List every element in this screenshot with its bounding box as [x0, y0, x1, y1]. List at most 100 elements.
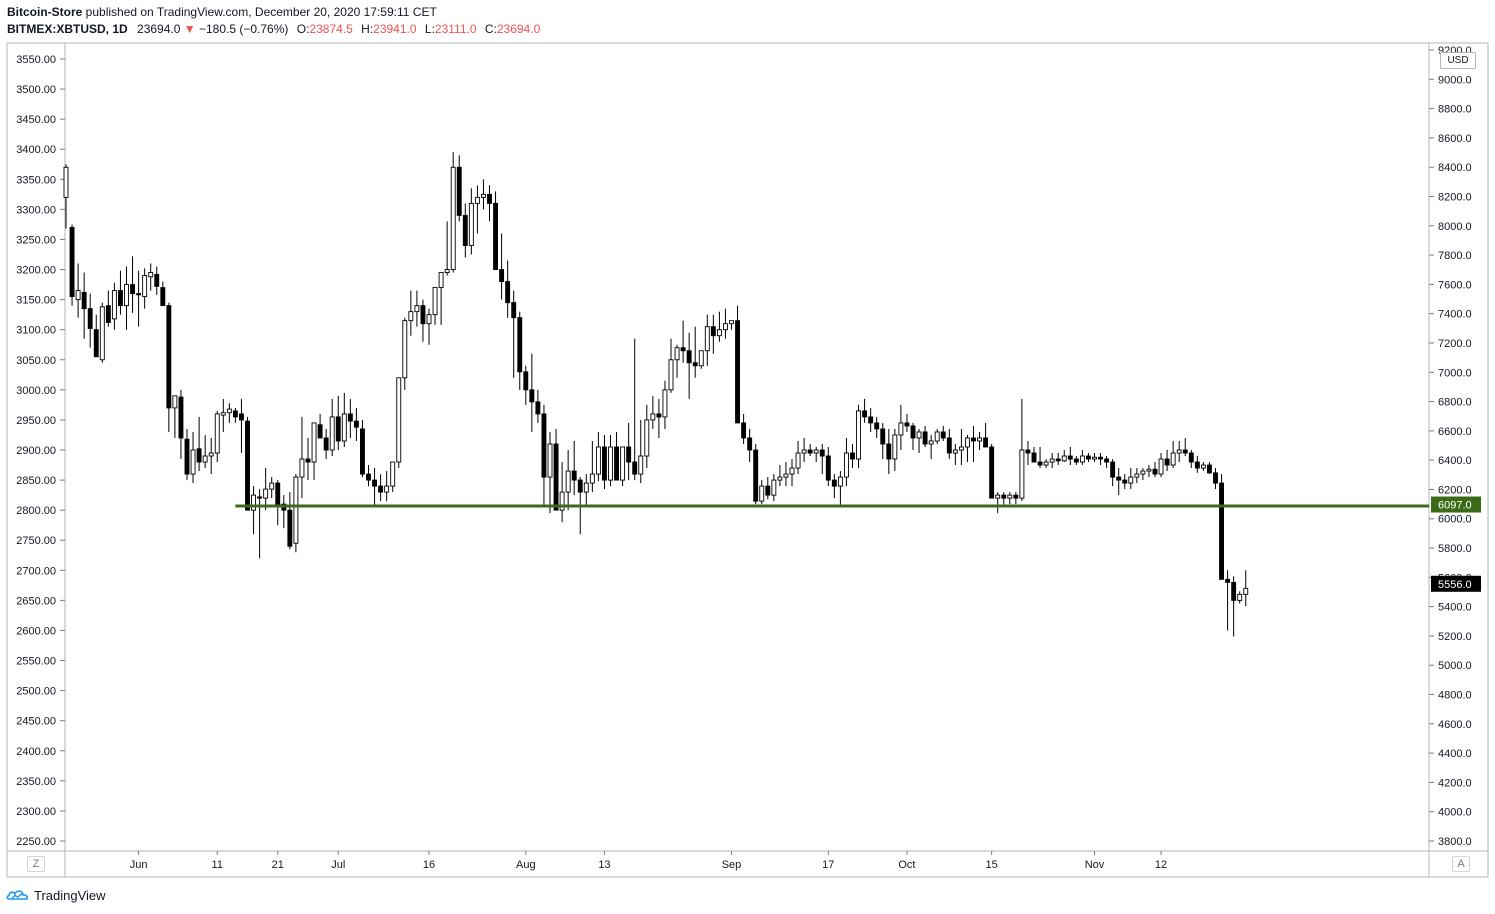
candle-down — [626, 446, 632, 463]
candle-down — [1067, 455, 1073, 460]
right-tick-label: 4200.0 — [1438, 777, 1472, 789]
candle-up — [293, 476, 299, 544]
time-axis[interactable]: Jun 11 21 Jul 16 Aug 13 Sep 17 Oct 15 Nov 12 — [130, 851, 1167, 871]
candle-up — [408, 311, 414, 322]
candle-up — [856, 410, 861, 460]
candle-down — [1122, 479, 1128, 484]
candle-down — [420, 305, 426, 325]
candle-down — [1206, 464, 1212, 474]
candle-up — [329, 416, 335, 451]
left-tick-label: 3400.00 — [16, 144, 56, 156]
candle-down — [287, 509, 293, 547]
left-tick-label: 3200.00 — [16, 265, 56, 277]
auto-scale-button[interactable]: A — [1452, 856, 1470, 872]
tradingview-logo-icon[interactable] — [6, 888, 30, 902]
candle-up — [474, 196, 480, 204]
right-tick-label: 5400.0 — [1438, 602, 1472, 614]
zoom-button[interactable]: Z — [27, 856, 45, 872]
candle-up — [638, 455, 644, 475]
candle-up — [444, 269, 450, 273]
symbol-label[interactable]: BITMEX:XBTUSD, 1D — [7, 22, 128, 36]
candle-down — [245, 420, 250, 511]
candle-up — [916, 431, 922, 439]
candle-down — [741, 422, 747, 439]
candle-down — [1085, 455, 1091, 460]
candle-down — [117, 290, 123, 307]
low-label: L: — [424, 22, 435, 36]
candle-down — [493, 202, 498, 270]
candle-down — [1182, 449, 1188, 454]
candle-down — [1031, 452, 1037, 463]
candle-down — [232, 410, 238, 418]
candle-up — [299, 458, 305, 478]
author-name[interactable]: Bitcoin-Store — [7, 5, 83, 19]
chart-frame — [6, 42, 1489, 878]
publish-text: published on TradingView.com, December 2… — [82, 5, 437, 19]
candle-down — [571, 470, 577, 481]
price-label-bg — [1431, 575, 1481, 592]
candle-down — [946, 437, 952, 454]
candle-up — [124, 284, 129, 307]
candle-down — [1213, 472, 1218, 484]
right-price-axis[interactable]: 9200.09000.08800.08600.08400.08200.08000… — [1429, 45, 1472, 848]
candle-down — [753, 449, 759, 502]
time-tick-label: 11 — [212, 859, 223, 871]
candle-down — [850, 452, 855, 460]
candle-up — [402, 320, 408, 379]
candle-down — [323, 437, 329, 451]
candle-up — [1049, 458, 1055, 463]
right-tick-label: 6800.0 — [1438, 397, 1472, 409]
candle-down — [868, 416, 874, 424]
candle-up — [384, 485, 390, 493]
price-labels: 6097.0 5556.0 — [1431, 496, 1481, 592]
candle-down — [1025, 449, 1031, 454]
candle-down — [93, 329, 99, 358]
currency-badge[interactable]: USD — [1440, 52, 1476, 69]
left-tick-label: 3100.00 — [16, 325, 56, 337]
right-tick-label: 9000.0 — [1438, 74, 1472, 86]
candle-down — [686, 350, 692, 364]
left-tick-label: 2300.00 — [16, 806, 56, 818]
left-tick-label: 3350.00 — [16, 174, 56, 186]
candle-up — [965, 437, 970, 448]
candle-up — [934, 431, 940, 442]
candle-up — [674, 347, 680, 361]
candle-up — [813, 449, 819, 454]
candle-down — [360, 428, 365, 475]
candle-down — [105, 305, 111, 323]
candle-up — [426, 314, 432, 325]
right-tick-label: 8800.0 — [1438, 104, 1472, 116]
candle-up — [1061, 455, 1067, 462]
candle-up — [644, 419, 650, 457]
candle-up — [438, 272, 444, 289]
candle-up — [1079, 455, 1085, 463]
candle-up — [1128, 476, 1134, 484]
candle-down — [1037, 461, 1043, 466]
left-tick-label: 2600.00 — [16, 625, 56, 637]
candle-up — [783, 473, 789, 478]
candle-up — [1134, 473, 1140, 478]
candle-down — [735, 320, 740, 424]
candle-down — [1110, 461, 1116, 478]
candle-up — [952, 449, 958, 454]
candle-up — [63, 166, 69, 198]
footer-brand[interactable]: TradingView — [34, 887, 106, 903]
left-tick-label: 2550.00 — [16, 656, 56, 668]
time-tick-label: Oct — [898, 859, 915, 871]
left-price-axis[interactable]: 3550.00 3500.00 3450.00 3400.00 3350.00 3300.… — [16, 54, 65, 848]
candle-up — [1243, 587, 1249, 595]
left-tick-label: 3300.00 — [16, 204, 56, 216]
candle-down — [1164, 458, 1170, 466]
price-label-text: 6097.0 — [1438, 500, 1472, 512]
left-tick-label: 2800.00 — [16, 505, 56, 517]
candle-up — [662, 389, 668, 418]
time-tick-label: Jul — [331, 859, 345, 871]
right-tick-label: 3800.0 — [1438, 836, 1472, 848]
candle-down — [523, 371, 529, 391]
right-tick-label: 5800.0 — [1438, 543, 1472, 555]
candle-up — [396, 377, 402, 463]
candle-down — [378, 485, 384, 493]
change-arrow-icon: ▼ — [183, 22, 196, 36]
right-tick-label: 8400.0 — [1438, 162, 1472, 174]
